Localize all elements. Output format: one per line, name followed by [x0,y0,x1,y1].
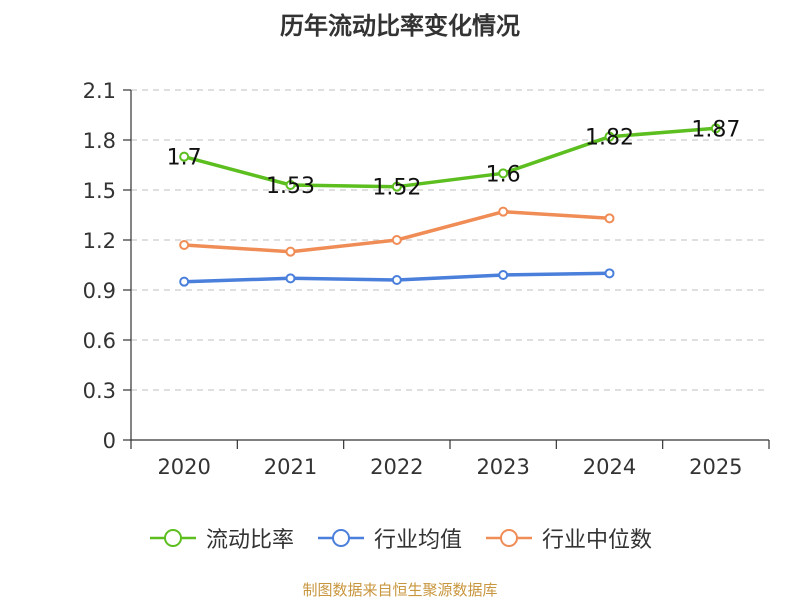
x-tick-label: 2025 [689,455,742,479]
data-label: 1.82 [585,126,634,151]
data-point[interactable] [391,181,402,192]
data-point[interactable] [391,235,402,245]
data-point[interactable] [179,240,190,250]
data-point[interactable] [604,131,615,142]
data-label: 1.7 [167,146,202,171]
y-tick-label: 1.8 [83,129,116,153]
grid-lines [131,89,769,391]
data-point[interactable] [498,206,509,217]
legend-label-industry-mean: 行业均值 [373,528,462,553]
data-point[interactable] [179,276,190,287]
data-point[interactable] [498,168,509,179]
data-point[interactable] [604,268,615,279]
legend: 流动比率 行业均值 行业中位数 [0,522,800,554]
legend-marker-industry-median [486,529,532,547]
series-line-0 [183,126,716,189]
source-note: 制图数据来自恒生聚源数据库 [302,581,498,599]
legend-marker-current-ratio [149,529,196,547]
data-point[interactable] [498,270,509,280]
y-tick-label: 0.6 [83,329,116,353]
data-point[interactable] [285,273,296,284]
y-tick-label: 0 [103,429,116,453]
y-tick-label: 0.9 [83,279,116,303]
data-labels: 1.7 1.53 1.52 1.6 1.82 1.87 [167,117,741,200]
legend-label-current-ratio: 流动比率 [205,528,294,553]
legend-item-current-ratio[interactable]: 流动比率 [148,522,294,554]
data-point[interactable] [604,213,615,224]
x-tick-label: 2021 [264,455,317,479]
axes: 0 0.3 0.6 0.9 1.2 1.5 1.8 2.1 2020 2021 2022 2023 20… [83,79,770,479]
y-tick-label: 2.1 [83,79,116,103]
y-tick-label: 0.3 [83,379,116,403]
y-tick-label: 1.2 [83,229,116,253]
series-line-2 [184,209,610,254]
x-tick-label: 2020 [157,455,210,479]
data-label: 1.53 [266,174,315,199]
data-point[interactable] [285,246,296,257]
x-tick-label: 2023 [476,455,529,479]
legend-item-industry-mean[interactable]: 行业均值 [316,522,462,554]
data-point[interactable] [391,275,402,285]
data-label: 1.52 [372,176,421,201]
x-tick-label: 2024 [583,455,636,479]
legend-label-industry-median: 行业中位数 [542,528,653,553]
series [179,123,721,287]
data-label: 1.87 [691,117,740,142]
legend-item-industry-median[interactable]: 行业中位数 [484,522,652,554]
data-point[interactable] [710,123,721,134]
data-point[interactable] [179,151,190,162]
x-tick-label: 2022 [370,455,423,479]
data-point[interactable] [285,180,296,190]
legend-marker-industry-mean [317,529,364,547]
data-label: 1.6 [486,162,521,187]
y-tick-label: 1.5 [83,179,116,203]
chart-title: 历年流动比率变化情况 [280,12,520,40]
